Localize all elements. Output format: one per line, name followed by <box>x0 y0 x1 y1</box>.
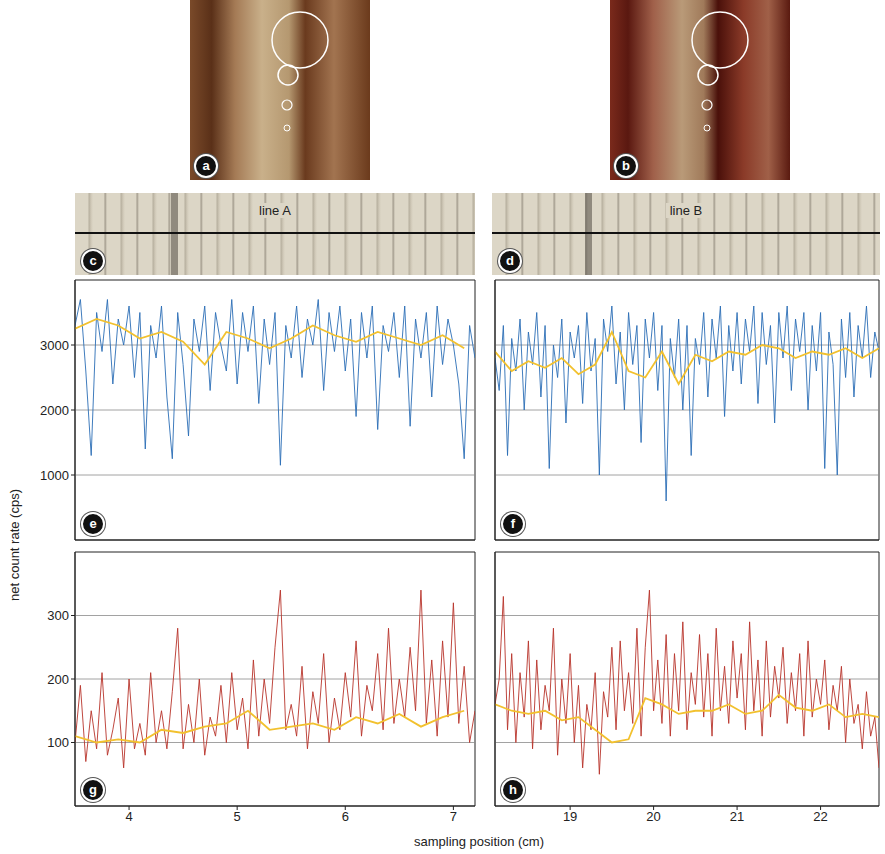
html-text:net count rate (cps): net count rate (cps) <box>6 489 22 601</box>
html-text:b: b <box>622 158 630 173</box>
svg-text:300: 300 <box>47 608 69 623</box>
svg-text:19: 19 <box>563 809 577 824</box>
svg-text:100: 100 <box>47 735 69 750</box>
html-text:sampling position (cm): sampling position (cm) <box>414 834 544 849</box>
svg-text:3000: 3000 <box>40 338 69 353</box>
svg-text:5: 5 <box>234 809 241 824</box>
html-text:e: e <box>89 516 97 531</box>
html-text:line B: line B <box>669 203 703 218</box>
svg-text:2000: 2000 <box>40 403 69 418</box>
html-text:a: a <box>202 158 210 173</box>
html-text:c: c <box>89 253 97 268</box>
svg-text:1000: 1000 <box>40 468 69 483</box>
svg-text:21: 21 <box>730 809 744 824</box>
svg-text:22: 22 <box>813 809 827 824</box>
svg-text:7: 7 <box>450 809 457 824</box>
html-text:f: f <box>510 516 516 531</box>
svg-text:20: 20 <box>646 809 660 824</box>
svg-text:6: 6 <box>342 809 349 824</box>
svg-text:4: 4 <box>125 809 132 824</box>
html-text:g: g <box>89 782 97 797</box>
html-text:line A: line A <box>259 203 291 218</box>
html-text:d: d <box>506 253 514 268</box>
html-text:h: h <box>509 782 517 797</box>
svg-text:200: 200 <box>47 672 69 687</box>
